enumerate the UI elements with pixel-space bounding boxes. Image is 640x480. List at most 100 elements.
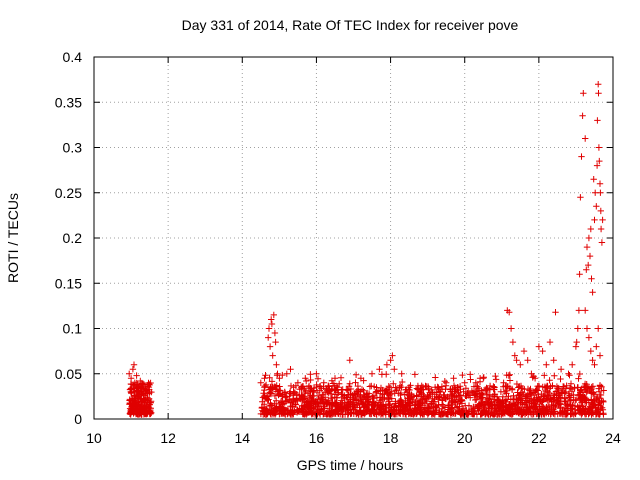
data-point — [355, 411, 362, 418]
data-point — [276, 411, 283, 418]
data-point — [561, 397, 568, 405]
x-tick-label: 12 — [160, 430, 176, 446]
data-point — [314, 375, 322, 382]
data-point — [500, 379, 507, 386]
data-point — [145, 379, 152, 387]
data-point — [135, 393, 142, 400]
data-point — [128, 406, 135, 414]
data-point — [426, 401, 434, 408]
data-point — [586, 387, 593, 394]
data-point — [566, 384, 574, 392]
data-point — [397, 406, 404, 414]
data-point — [479, 394, 486, 401]
data-point — [544, 392, 551, 399]
data-point — [514, 389, 521, 396]
data-point — [587, 386, 594, 393]
data-point — [372, 400, 379, 408]
data-point — [519, 401, 526, 408]
data-point — [365, 396, 372, 403]
data-point — [512, 401, 519, 409]
data-point — [276, 383, 283, 390]
data-point — [294, 407, 302, 415]
data-point — [443, 379, 450, 386]
data-point — [379, 396, 386, 403]
data-point — [583, 397, 590, 404]
data-point — [133, 372, 140, 379]
data-point — [454, 403, 461, 410]
data-point — [321, 394, 329, 401]
data-point — [506, 377, 514, 384]
data-point — [139, 399, 146, 406]
data-point — [452, 399, 459, 407]
data-point — [557, 403, 564, 411]
x-tick-label: 18 — [383, 430, 399, 446]
data-point — [347, 409, 355, 416]
data-point — [501, 409, 508, 416]
data-point — [261, 386, 268, 394]
data-point — [431, 391, 438, 398]
data-point — [338, 386, 345, 394]
data-point — [518, 411, 525, 418]
data-point — [574, 384, 582, 391]
data-point — [473, 396, 480, 403]
data-point — [279, 410, 286, 417]
data-point — [550, 402, 557, 409]
data-point — [441, 378, 448, 385]
data-point — [508, 385, 516, 393]
data-point — [320, 379, 327, 386]
data-point — [545, 401, 552, 409]
y-tick-label: 0 — [74, 411, 82, 427]
data-point — [338, 405, 346, 412]
data-point — [126, 370, 133, 377]
data-point — [496, 398, 503, 406]
data-point — [593, 203, 600, 210]
data-point — [596, 180, 604, 187]
data-point — [339, 399, 346, 407]
data-point — [596, 382, 604, 389]
data-point — [405, 392, 412, 399]
data-point — [318, 396, 325, 403]
data-point — [484, 400, 491, 407]
data-point — [528, 370, 535, 377]
y-tick-label: 0.1 — [63, 321, 83, 337]
data-point — [595, 144, 603, 151]
data-point — [444, 393, 451, 401]
data-point — [580, 90, 587, 97]
x-tick-label: 14 — [234, 430, 250, 446]
data-point — [399, 378, 406, 386]
data-point — [585, 334, 593, 341]
data-point — [515, 397, 522, 404]
data-point — [380, 408, 387, 415]
data-point — [530, 409, 537, 416]
data-point — [274, 406, 281, 414]
data-point — [585, 234, 593, 242]
data-point — [591, 404, 599, 411]
data-point — [591, 216, 598, 224]
data-point — [265, 334, 272, 341]
data-point — [144, 383, 151, 390]
data-point — [417, 401, 424, 409]
x-tick-label: 24 — [605, 430, 621, 446]
data-point — [522, 404, 530, 411]
data-point — [496, 404, 504, 411]
data-point — [513, 357, 520, 364]
data-point — [572, 343, 580, 350]
data-point — [360, 387, 367, 394]
data-point — [573, 338, 580, 346]
data-point — [268, 316, 275, 323]
data-point — [499, 393, 507, 400]
data-point — [347, 391, 354, 398]
data-point — [497, 403, 504, 411]
data-point — [532, 401, 539, 408]
y-axis-label: ROTI / TECUs — [5, 193, 21, 283]
data-point — [580, 405, 587, 412]
data-point — [435, 401, 442, 409]
data-point — [356, 394, 364, 401]
data-point — [382, 401, 390, 408]
data-point — [553, 383, 561, 390]
data-point — [494, 402, 501, 410]
data-point — [456, 383, 464, 390]
data-point — [549, 395, 557, 403]
data-point — [271, 329, 279, 337]
